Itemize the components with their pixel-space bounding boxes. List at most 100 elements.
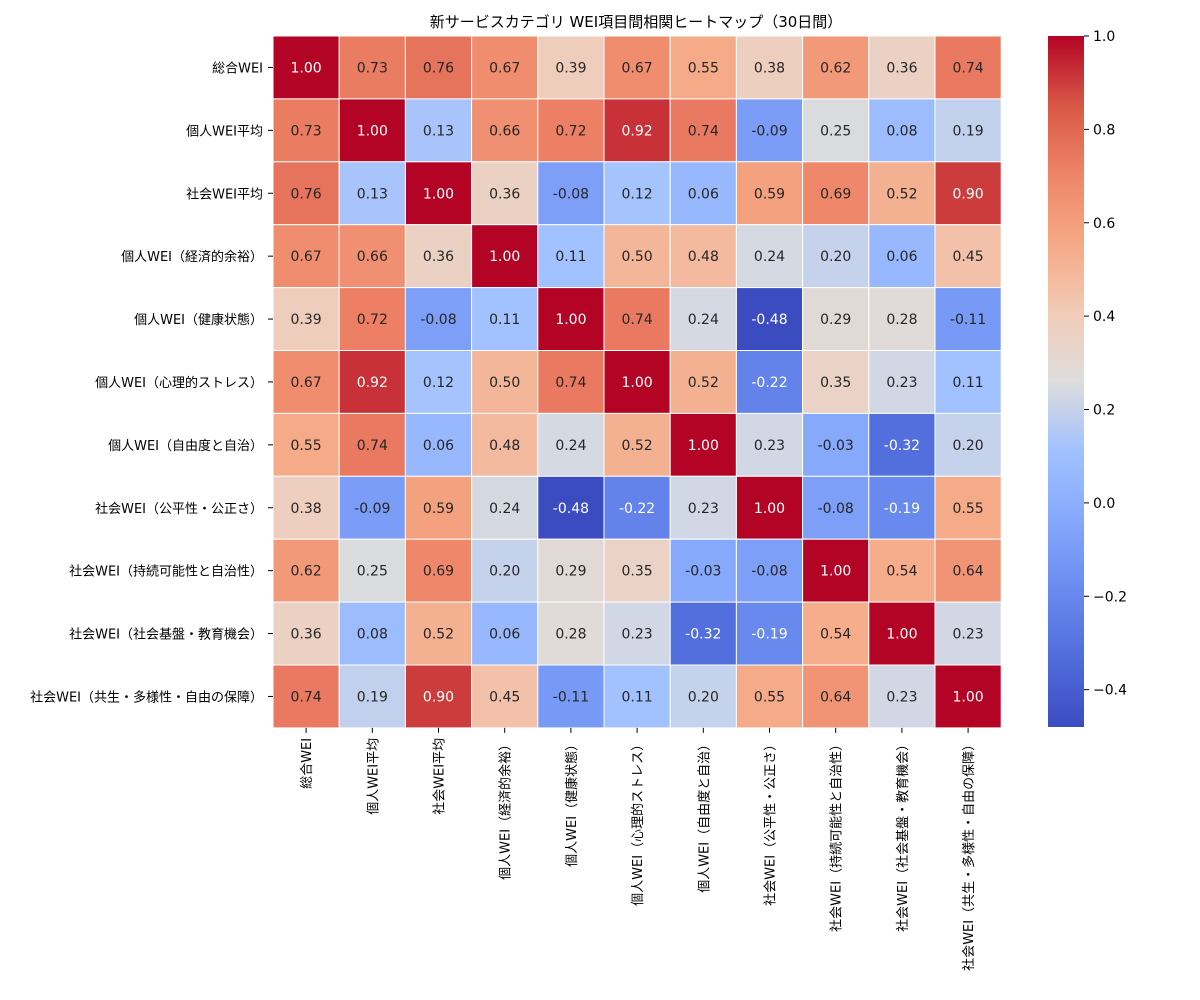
cell-value-label: 0.74 [622,312,653,328]
cell-value-label: 0.66 [357,249,388,265]
heatmap-cell [272,412,340,477]
cell-value-label: 0.48 [489,438,520,454]
cell-value-label: 1.00 [357,123,388,139]
heatmap-cell [537,475,605,540]
cell-value-label: 1.00 [291,60,322,76]
heatmap-cell [735,538,804,603]
heatmap-cells: 1.00 0.73 0.76 0.67 0.39 0.67 0.55 0.38 0.62 0.36… [272,35,1002,729]
cell-value-label: 0.06 [886,249,917,265]
cell-value-label: -0.19 [751,627,787,643]
cell-value-label: 0.36 [489,186,520,202]
cell-value-label: -0.09 [751,123,787,139]
cell-value-label: 0.67 [622,60,653,76]
row-label: 個人WEI（経済的余裕） [121,249,263,265]
heatmap-cell [802,98,870,163]
cell-value-label: -0.19 [884,501,920,517]
cell-value-label: 0.11 [953,375,984,391]
cell-value-label: 0.90 [423,689,454,705]
heatmap-cell [802,224,870,289]
heatmap-cell [934,601,1002,666]
row-label: 個人WEI（健康状態） [134,312,263,328]
cell-value-label: 0.24 [754,249,785,265]
heatmap-cell [338,412,406,477]
cell-value-label: 0.28 [886,312,917,328]
heatmap-cell [537,601,605,666]
cell-value-label: 0.74 [357,438,388,454]
heatmap-cell [471,35,539,100]
colorbar-gradient [1048,36,1084,727]
heatmap-cell [934,35,1002,100]
row-label: 個人WEI（自由度と自治） [108,438,263,454]
heatmap-cell [868,35,936,100]
heatmap-cell [735,475,804,540]
cell-value-label: 0.59 [423,501,454,517]
cell-value-label: 0.48 [688,249,719,265]
cell-value-label: 0.25 [357,564,388,580]
heatmap-cell [338,35,406,100]
heatmap-cell [272,287,340,352]
column-label: 個人WEI（健康状態） [564,738,580,867]
cell-value-label: -0.48 [751,312,787,328]
heatmap-cell [603,475,671,540]
cell-value-label: 0.11 [622,689,653,705]
heatmap-cell [934,664,1002,729]
cell-value-label: 0.54 [886,564,917,580]
heatmap-cell [934,475,1002,540]
heatmap-cell [802,161,870,226]
heatmap-cell [802,287,870,352]
heatmap-cell [404,35,473,100]
cell-value-label: 0.50 [622,249,653,265]
cell-value-label: 0.45 [953,249,984,265]
heatmap-cell [537,287,605,352]
heatmap-cell [404,601,473,666]
cell-value-label: -0.03 [685,564,721,580]
cell-value-label: 0.24 [555,438,586,454]
cell-value-label: -0.32 [685,627,721,643]
cell-value-label: 0.06 [688,186,719,202]
heatmap-cell [603,161,671,226]
cell-value-label: -0.08 [751,564,787,580]
cell-value-label: 0.24 [489,501,520,517]
cell-value-label: 0.74 [555,375,586,391]
heatmap-cell [669,224,737,289]
cell-value-label: 0.67 [489,60,520,76]
cell-value-label: 0.38 [754,60,785,76]
heatmap-cell [934,412,1002,477]
heatmap-cell [934,287,1002,352]
cell-value-label: 0.12 [622,186,653,202]
heatmap-cell [272,161,340,226]
heatmap-cell [338,664,406,729]
column-label: 個人WEI（経済的余裕） [498,738,514,880]
heatmap-cell [868,224,936,289]
heatmap-cell [471,224,539,289]
cell-value-label: 0.38 [291,501,322,517]
heatmap-cell [934,98,1002,163]
cell-value-label: -0.32 [884,438,920,454]
colorbar-tick-label: 0.6 [1093,216,1115,232]
cell-value-label: 0.55 [754,689,785,705]
colorbar-tick-label: 1.0 [1093,29,1115,45]
cell-value-label: 0.25 [820,123,851,139]
heatmap-cell [404,224,473,289]
row-label: 社会WEI（公平性・公正さ） [95,501,263,517]
heatmap-cell [404,161,473,226]
cell-value-label: 1.00 [555,312,586,328]
cell-value-label: 0.90 [953,186,984,202]
colorbar-tick-label: 0.0 [1093,496,1115,512]
cell-value-label: 0.24 [688,312,719,328]
cell-value-label: 0.35 [820,375,851,391]
heatmap-cell [802,601,870,666]
heatmap-cell [669,287,737,352]
cell-value-label: 0.39 [291,312,322,328]
cell-value-label: 0.23 [622,627,653,643]
heatmap-cell [537,664,605,729]
cell-value-label: -0.11 [553,689,589,705]
cell-value-label: 0.50 [489,375,520,391]
column-label: 社会WEI（社会基盤・教育機会） [895,738,911,932]
row-label: 個人WEI（心理的ストレス） [95,375,263,391]
cell-value-label: 1.00 [489,249,520,265]
heatmap-cell [868,538,936,603]
column-label: 個人WEI（心理的ストレス） [630,738,646,906]
cell-value-label: 1.00 [820,564,851,580]
cell-value-label: 0.39 [555,60,586,76]
